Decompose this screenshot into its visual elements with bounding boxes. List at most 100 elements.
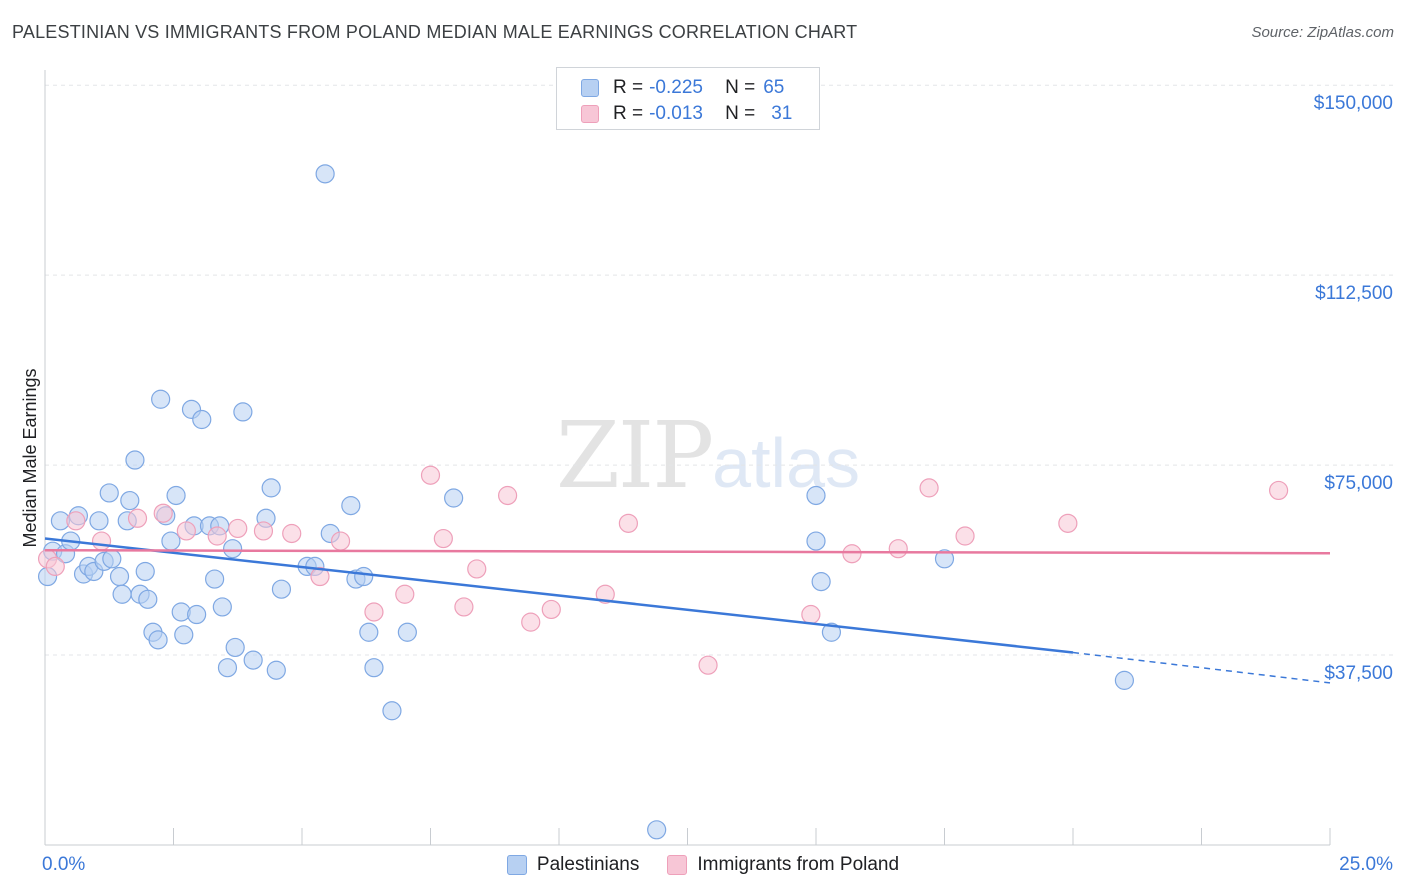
y-tick-label: $150,000 [1314,93,1393,114]
palestinian-point [934,549,955,569]
poland-point [1268,480,1289,501]
poland-point [91,531,112,551]
poland-point [955,526,975,546]
legend-swatch-blue [506,855,527,875]
palestinian-point [315,164,335,184]
poland-point [595,584,615,604]
palestinian-point [225,637,245,658]
poland-point [228,518,248,539]
legend-label: Immigrants from Poland [697,854,900,875]
palestinian-point [233,402,253,422]
palestinian-point [217,658,238,678]
poland-point [467,559,487,579]
y-tick-label: $75,000 [1324,473,1393,494]
legend-r-value: -0.225 [649,77,703,98]
poland-point [127,508,148,528]
chart-title: PALESTINIAN VS IMMIGRANTS FROM POLAND ME… [12,22,858,42]
palestinian-point [806,531,826,551]
poland-point [66,511,86,531]
palestinian-point [161,531,181,551]
palestinian-point [806,485,826,506]
palestinian-point [205,569,225,589]
x-tick-label: 25.0% [1339,854,1393,875]
poland-point [207,526,227,546]
palestinian-point [359,622,379,642]
palestinian-point [382,701,402,721]
legend-n-value: 65 [763,77,785,98]
y-axis-label: Median Male Earnings [20,368,40,547]
palestinian-point [89,511,109,531]
source-label: Source: ZipAtlas.com [1251,24,1394,41]
poland-point [801,604,821,625]
palestinian-point [821,622,842,642]
poland-point [618,513,638,533]
palestinian-point [148,630,168,650]
palestinian-trend-extension [1072,651,1331,684]
tick-labels: $37,500 $75,000 $112,500 $150,000 0.0% 25.0% M… [20,93,1393,875]
poland-point [395,584,415,604]
poland-point [498,485,518,506]
series-legend: Palestinians Immigrants from Poland [0,852,1406,878]
palestinian-point [135,561,155,582]
palestinian-point [192,409,212,430]
legend-item-poland[interactable]: Immigrants from Poland [667,854,899,876]
legend-swatch-blue [581,79,599,97]
legend-r-label: R = [613,77,644,98]
poland-point [176,521,196,541]
watermark: ZIPatlas [556,402,860,509]
legend-swatch-pink [581,105,599,123]
legend-row-palestinians: R = -0.225 N = 65 [581,76,784,100]
palestinian-point [174,625,194,645]
legend-n-value: 31 [771,103,793,124]
poland-point [541,599,561,620]
palestinian-point [266,660,286,680]
legend-item-palestinians[interactable]: Palestinians [506,854,640,876]
palestinian-point [187,604,207,625]
palestinian-point [99,483,119,503]
palestinian-point [166,485,186,506]
palestinian-point [223,539,243,559]
watermark-atlas: atlas [712,424,861,502]
palestinian-point [364,658,384,678]
palestinian-point [1114,670,1135,690]
palestinian-point [212,597,232,617]
palestinian-point [271,579,292,599]
x-tick-label: 0.0% [42,854,85,875]
palestinian-point [243,650,263,670]
grid-lines [45,84,1395,656]
poland-point [1058,513,1078,533]
poland-point [919,478,939,498]
palestinian-point [397,622,417,642]
legend-n-label: N = [725,77,756,98]
poland-point [330,531,351,551]
legend-row-poland: R = -0.013 N = 31 [581,102,792,126]
data-points [37,164,1289,840]
legend-r-label: R = [613,103,644,124]
legend-r-value: -0.013 [649,103,703,124]
poland-point [153,503,173,523]
y-tick-label: $37,500 [1324,663,1393,684]
palestinian-point [444,488,464,508]
legend-label: Palestinians [536,854,640,875]
y-tick-label: $112,500 [1315,283,1393,304]
palestinian-point [102,549,122,569]
watermark-zip: ZIP [556,402,714,509]
poland-point [433,528,453,549]
palestinian-point [647,820,667,840]
poland-point [521,612,541,632]
palestinian-point [811,572,831,592]
axes [44,70,1331,846]
poland-point [253,521,274,541]
poland-point [45,556,65,577]
palestinian-point [151,389,171,409]
legend-n-label: N = [725,103,756,124]
palestinian-point [112,584,132,604]
poland-point [282,523,302,544]
poland-point [888,539,908,559]
poland-trend-line [44,548,1331,555]
trend-lines [44,537,1331,684]
palestinian-trend-line [44,537,1074,654]
poland-point [454,597,474,617]
palestinian-point [354,566,374,587]
poland-point [842,544,862,564]
